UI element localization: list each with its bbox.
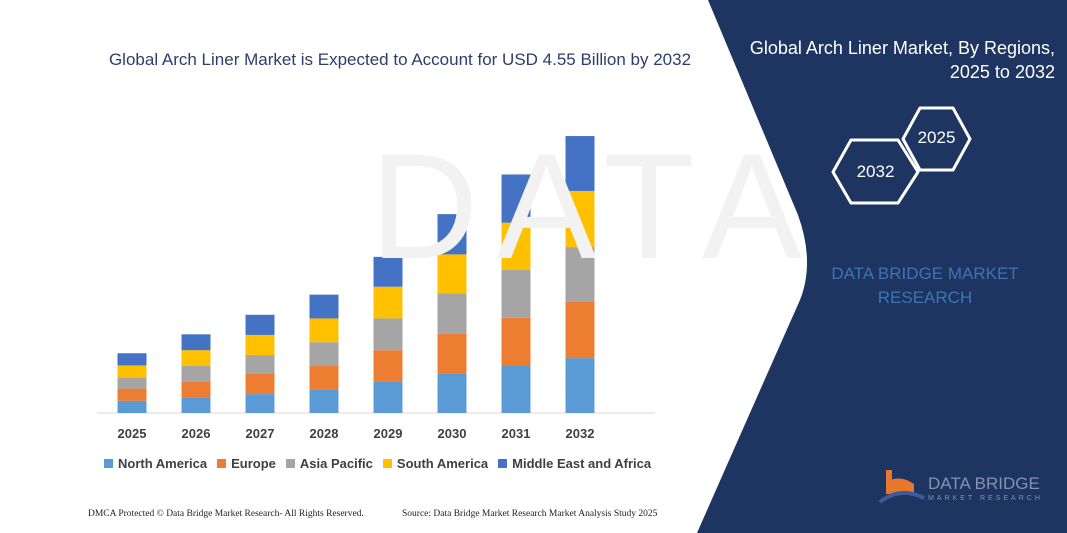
- x-tick-2025: 2025: [117, 426, 147, 441]
- x-tick-2026: 2026: [181, 426, 211, 441]
- hexagon-2032: [831, 138, 920, 205]
- x-tick-2028: 2028: [309, 426, 339, 441]
- footer-source: Source: Data Bridge Market Research Mark…: [402, 509, 658, 519]
- hex-label-2032: 2032: [856, 162, 895, 181]
- bar-2025-europe: [117, 388, 147, 401]
- bar-2029-north-america: [373, 381, 403, 413]
- bar-2026-south-america: [181, 350, 211, 367]
- bar-2032-south-america: [565, 190, 595, 248]
- bar-2027-south-america: [245, 334, 275, 356]
- bar-2032-asia-pacific: [565, 247, 595, 302]
- bar-2027-europe: [245, 373, 275, 395]
- x-tick-2032: 2032: [565, 426, 595, 441]
- legend: North America Europe Asia Pacific South Ame…: [104, 456, 651, 471]
- bars: [117, 136, 595, 413]
- watermark: DATA: [370, 122, 820, 290]
- legend-item: Asia Pacific: [285, 456, 373, 471]
- brand-text: DATA BRIDGE MARKET RESEARCH: [800, 262, 1050, 310]
- bar-2031-middle-east-and-africa: [501, 174, 531, 223]
- x-tick-2030: 2030: [437, 426, 467, 441]
- brand-line2: RESEARCH: [877, 288, 973, 307]
- legend-label: Middle East and Africa: [512, 456, 652, 471]
- legend-label: Europe: [231, 456, 276, 471]
- bar-2026-north-america: [181, 397, 211, 413]
- bar-2028-asia-pacific: [309, 342, 339, 367]
- bar-2031-south-america: [501, 222, 531, 270]
- bar-2032-europe: [565, 301, 595, 359]
- bar-2029-south-america: [373, 286, 403, 319]
- footer-copyright: DMCA Protected © Data Bridge Market Rese…: [88, 509, 364, 519]
- bar-2025-south-america: [117, 365, 147, 378]
- side-panel: [697, 0, 1067, 533]
- bar-2025-north-america: [117, 400, 147, 413]
- legend-swatch: [285, 459, 295, 468]
- legend-label: North America: [118, 456, 208, 471]
- bar-2026-europe: [181, 381, 211, 398]
- bar-2030-asia-pacific: [437, 293, 467, 334]
- panel-title-line1: Global Arch Liner Market, By Regions,: [749, 38, 1055, 58]
- hex-label-2025: 2025: [917, 128, 956, 147]
- bar-2027-asia-pacific: [245, 355, 275, 374]
- panel-title: Global Arch Liner Market, By Regions, 202…: [725, 36, 1055, 84]
- x-tick-2027: 2027: [245, 426, 275, 441]
- bar-2029-europe: [373, 350, 403, 382]
- bar-2029-asia-pacific: [373, 318, 403, 351]
- logo-line2: MARKET RESEARCH: [928, 495, 1043, 502]
- bar-2028-middle-east-and-africa: [309, 294, 339, 319]
- bar-2025-asia-pacific: [117, 377, 147, 389]
- bar-2029-middle-east-and-africa: [373, 256, 403, 287]
- bar-2026-asia-pacific: [181, 366, 211, 382]
- logo-line1: DATA BRIDGE: [928, 474, 1040, 493]
- bar-2032-middle-east-and-africa: [565, 136, 595, 191]
- bar-2031-north-america: [501, 366, 531, 413]
- bar-2032-north-america: [565, 358, 595, 413]
- legend-item: Middle East and Africa: [498, 456, 651, 471]
- legend-swatch: [382, 459, 392, 468]
- brand-line1: DATA BRIDGE MARKET: [831, 264, 1019, 283]
- bar-2028-south-america: [309, 318, 339, 343]
- bar-2030-north-america: [437, 373, 467, 413]
- legend-item: Europe: [217, 456, 276, 471]
- bar-2026-middle-east-and-africa: [181, 334, 211, 351]
- bar-2027-middle-east-and-africa: [245, 314, 275, 335]
- bar-2031-asia-pacific: [501, 269, 531, 318]
- bar-2030-south-america: [437, 254, 467, 294]
- x-tick-2031: 2031: [501, 426, 531, 441]
- hexagon-2025: [901, 106, 972, 172]
- x-tick-2029: 2029: [373, 426, 403, 441]
- bar-2031-europe: [501, 317, 531, 367]
- bar-2027-north-america: [245, 394, 275, 413]
- legend-item: South America: [382, 456, 489, 471]
- bar-2028-north-america: [309, 389, 339, 413]
- bar-2028-europe: [309, 366, 339, 390]
- legend-swatch: [217, 459, 227, 468]
- legend-swatch: [498, 459, 508, 468]
- legend-label: Asia Pacific: [299, 456, 373, 471]
- legend-label: South America: [396, 456, 489, 471]
- logo-icon: [878, 470, 925, 504]
- panel-title-line2: 2025 to 2032: [949, 62, 1055, 82]
- bar-2030-middle-east-and-africa: [437, 214, 467, 255]
- chart-title: Global Arch Liner Market is Expected to …: [108, 50, 692, 69]
- legend-item: North America: [104, 456, 207, 471]
- legend-swatch: [104, 459, 113, 468]
- bar-2025-middle-east-and-africa: [117, 353, 147, 366]
- bar-2030-europe: [437, 333, 467, 374]
